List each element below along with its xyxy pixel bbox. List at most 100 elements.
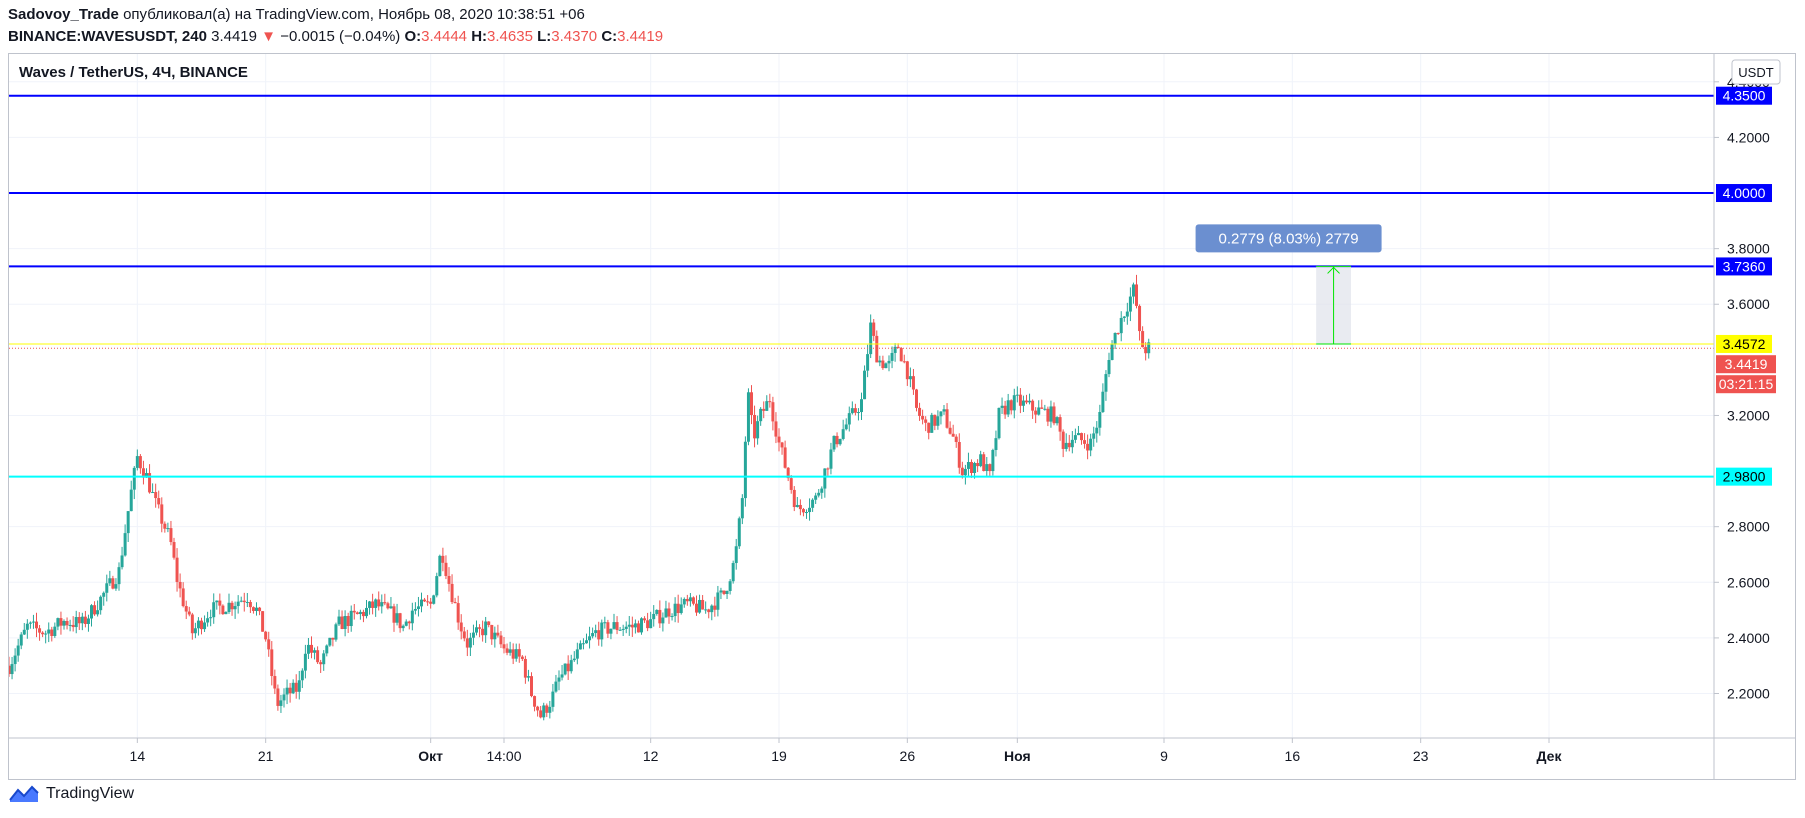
candle-body	[120, 555, 124, 568]
candle-body	[1034, 410, 1038, 415]
candle-body	[117, 567, 121, 585]
level-tag-4.0000[interactable]	[1716, 184, 1772, 203]
candle-body	[1070, 439, 1074, 448]
candle-body	[258, 607, 262, 612]
candle-body	[297, 680, 301, 692]
candle-body	[1009, 400, 1013, 411]
candle-body	[523, 658, 527, 678]
candle-body	[673, 603, 677, 617]
candle-body	[273, 676, 277, 689]
candle-body	[264, 631, 268, 640]
footer-brand[interactable]: TradingView	[8, 784, 134, 804]
candle-body	[484, 621, 488, 636]
candle-body	[206, 618, 210, 623]
candle-body	[129, 489, 133, 512]
candle-body	[456, 603, 460, 623]
candle-body	[279, 700, 283, 706]
close-value: 3.4419	[617, 28, 664, 45]
candle-body	[789, 478, 793, 490]
candle-body	[811, 499, 815, 508]
candle-body	[976, 463, 980, 467]
candle-body	[682, 598, 686, 605]
candle-body	[62, 620, 66, 626]
level-tag-4.3500[interactable]	[1716, 86, 1772, 105]
low-value: 3.4370	[551, 28, 598, 45]
candle-body	[517, 649, 521, 657]
candle-body	[829, 449, 833, 469]
candle-body	[1049, 406, 1053, 422]
candle-body	[303, 653, 307, 671]
candle-body	[670, 616, 674, 618]
candle-body	[899, 348, 903, 362]
candle-body	[80, 616, 84, 624]
level-tag-3.7360[interactable]	[1716, 257, 1772, 276]
level-tag-label: 4.0000	[1723, 185, 1766, 201]
candle-body	[942, 409, 946, 412]
horizontal-levels[interactable]: 4.3500 4.0000 3.7360 3.4572 2.9800 3.4419 03:2…	[9, 86, 1776, 486]
candle-body	[1147, 342, 1151, 354]
candle-body	[453, 602, 457, 604]
candle-body	[640, 618, 643, 633]
candle-body	[866, 354, 870, 371]
x-tick-label: 16	[1285, 748, 1301, 764]
tradingview-logo-icon	[9, 785, 39, 802]
price-chart[interactable]: 4.3500 4.0000 3.7360 3.4572 2.9800 3.4419 03:2…	[9, 54, 1795, 779]
published-text: опубликовал(а) на TradingView.com, Ноябр…	[123, 6, 585, 23]
candle-body	[496, 632, 500, 636]
candle-body	[780, 442, 784, 448]
candle-body	[710, 605, 714, 613]
candle-body	[395, 613, 399, 623]
candle-body	[22, 629, 26, 635]
price-scale[interactable]: 4.40004.20003.80003.60003.20002.80002.60…	[1714, 74, 1770, 702]
candle-body	[178, 581, 182, 589]
candle-body	[960, 467, 964, 476]
measure-label-box[interactable]	[1195, 224, 1382, 253]
candle-body	[853, 408, 857, 413]
candle-body	[707, 609, 711, 613]
candle-body	[578, 643, 582, 650]
candle-body	[704, 609, 708, 611]
author-name[interactable]: Sadovoy_Trade	[8, 6, 119, 23]
countdown-tag[interactable]	[1716, 375, 1776, 394]
candle-body	[530, 676, 533, 697]
price-range-measure[interactable]: 0.2779 (8.03%) 2779	[1195, 224, 1382, 345]
candle-body	[881, 360, 885, 369]
candle-body	[1003, 405, 1007, 415]
candle-body	[99, 596, 103, 611]
candle-body	[126, 511, 130, 534]
last-price-value: 3.4419	[211, 28, 257, 45]
level-tag-2.9800[interactable]	[1716, 467, 1772, 486]
candle-body	[805, 512, 808, 514]
low-label: L:	[537, 28, 552, 45]
candle-body	[621, 628, 625, 630]
candle-body	[368, 601, 372, 608]
time-scale[interactable]: 14 21 Окт 14:00 12 19 26 Ноя 9 16 23 Дек	[130, 738, 1563, 764]
y-tick-label: 2.6000	[1727, 574, 1770, 590]
x-tick-label: 14	[130, 748, 146, 764]
currency-button[interactable]: USDT	[1731, 59, 1781, 85]
candle-body	[691, 597, 695, 604]
candle-body	[728, 581, 732, 591]
candle-body	[499, 635, 503, 645]
chart-panel[interactable]: 4.3500 4.0000 3.7360 3.4572 2.9800 3.4419 03:2…	[8, 53, 1796, 780]
last-price-tag[interactable]	[1716, 355, 1776, 374]
candle-body	[215, 600, 219, 603]
level-tag-3.4572[interactable]	[1716, 334, 1772, 353]
candle-body	[352, 610, 356, 613]
candle-body	[646, 620, 650, 629]
candle-body	[154, 492, 158, 499]
candle-body	[68, 624, 72, 626]
candle-body	[753, 414, 757, 439]
candle-body	[600, 622, 604, 640]
candle-body	[970, 462, 973, 473]
candle-body	[783, 447, 787, 468]
candle-body	[609, 628, 613, 634]
y-tick-label: 2.4000	[1727, 630, 1770, 646]
candle-body	[487, 621, 491, 626]
candle-body	[300, 670, 304, 681]
candle-body	[557, 677, 561, 682]
candle-body	[334, 624, 338, 640]
candle-body	[157, 498, 161, 505]
candle-body	[163, 523, 167, 529]
candle-body	[591, 633, 595, 637]
